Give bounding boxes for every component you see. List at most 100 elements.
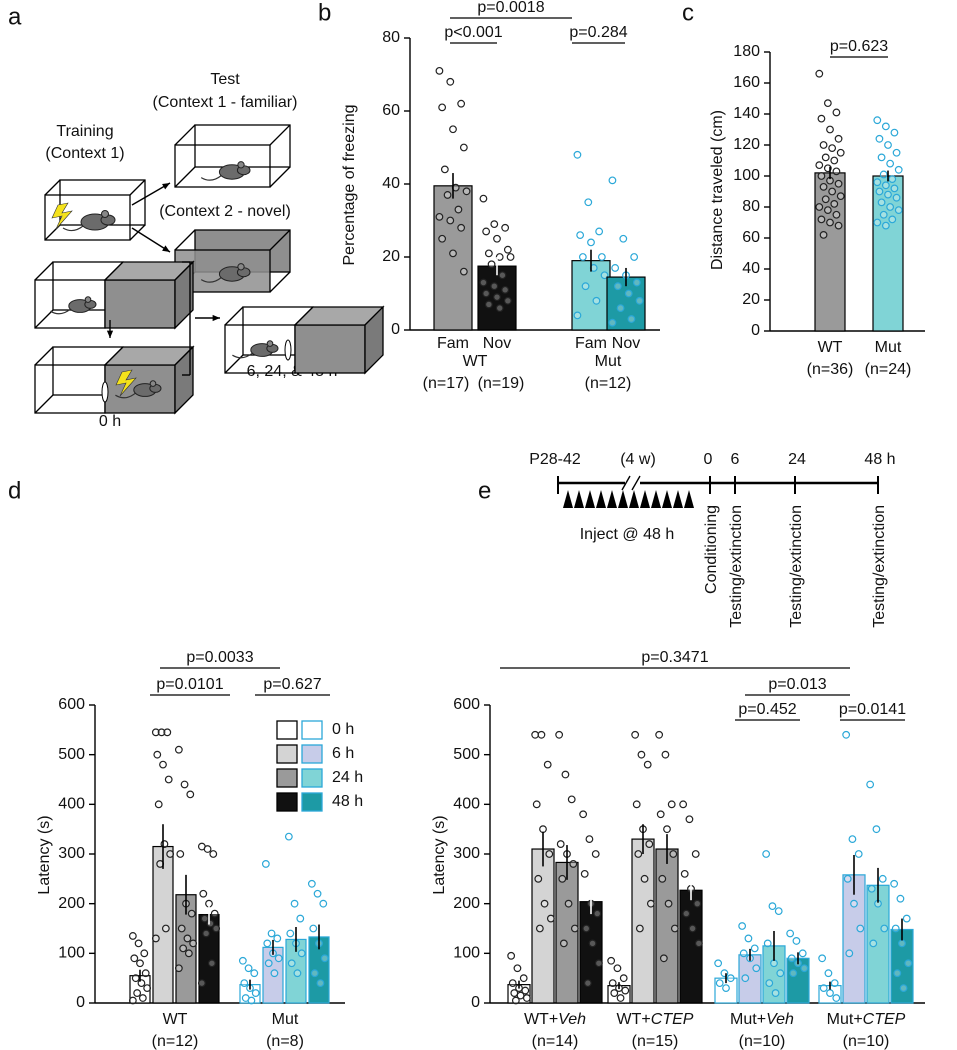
data-point [438, 103, 447, 112]
data-point [664, 899, 673, 908]
n-label: (n=15) [632, 1033, 679, 1050]
data-point [879, 170, 888, 179]
data-point [498, 271, 507, 280]
timeline-break [621, 475, 631, 491]
data-point [613, 282, 622, 291]
data-point [449, 249, 457, 258]
p-value: p=0.013 [768, 676, 826, 693]
data-point [250, 969, 259, 978]
data-point [826, 989, 834, 997]
data-point [663, 825, 671, 834]
chamber-edge [269, 124, 291, 146]
legend-label: 48 h [332, 793, 363, 810]
chamber [364, 305, 384, 375]
chamber [194, 124, 291, 168]
data-point [174, 745, 183, 754]
y-tick-label: 40 [382, 175, 400, 192]
data-point [834, 221, 843, 230]
p-value: p=0.284 [569, 24, 627, 41]
data-point [151, 934, 160, 943]
data-point [819, 141, 828, 149]
n-label: (n=12) [585, 375, 632, 392]
data-point [163, 728, 172, 737]
data-point [519, 974, 528, 983]
n-label: (n=8) [266, 1033, 304, 1050]
data-point [627, 315, 636, 323]
data-point [154, 800, 163, 809]
n-label: (n=12) [152, 1033, 199, 1050]
data-point [842, 730, 851, 739]
legend-swatch [301, 768, 323, 788]
data-point [836, 192, 845, 201]
data-point [545, 850, 554, 858]
data-point [177, 924, 186, 933]
data-point [830, 199, 839, 208]
y-tick-label: 20 [382, 248, 400, 265]
data-point [762, 850, 771, 858]
data-point [904, 959, 913, 968]
diagram-text: (Context 2 - novel) [159, 203, 291, 220]
data-point [183, 934, 192, 943]
arrow-head [212, 314, 220, 322]
shock [51, 202, 73, 230]
data-point [630, 253, 639, 261]
data-point [632, 278, 641, 287]
data-point [789, 969, 798, 978]
data-point [174, 964, 183, 973]
data-point [310, 969, 319, 978]
y-tick-label: 60 [742, 229, 760, 246]
data-point [200, 914, 209, 923]
data-point [611, 264, 620, 272]
data-point [770, 959, 778, 968]
data-point [817, 172, 826, 180]
data-point [535, 924, 544, 933]
data-point [768, 902, 777, 911]
data-point [817, 114, 826, 123]
mouse-tail [50, 308, 71, 315]
data-point [884, 141, 892, 149]
y-tick-label: 80 [742, 198, 760, 215]
chamber-edge [34, 261, 54, 281]
injection-marker [618, 490, 628, 508]
y-tick-label: 80 [382, 29, 400, 46]
data-point [567, 795, 576, 804]
data-point [637, 750, 646, 759]
data-point [440, 165, 449, 174]
data-point [873, 218, 882, 227]
data-point [251, 989, 260, 997]
y-axis-label: Latency (s) [36, 815, 53, 894]
data-point [501, 223, 510, 232]
data-point [484, 300, 493, 309]
data-point [153, 750, 162, 759]
data-point [817, 215, 826, 224]
chamber [174, 345, 194, 415]
data-point [539, 825, 547, 834]
data-point [203, 845, 212, 853]
data-point [454, 205, 463, 214]
data-point [438, 234, 447, 243]
data-point [597, 253, 606, 261]
data-point [878, 874, 887, 883]
chamber [174, 144, 271, 188]
data-point [313, 889, 322, 898]
data-point [691, 850, 700, 858]
x-tick-label: Nov [612, 335, 640, 352]
legend-label: 24 h [332, 769, 363, 786]
data-point [616, 304, 625, 313]
data-point [564, 899, 573, 908]
data-point [593, 909, 602, 918]
legend-label: 0 h [332, 721, 354, 738]
x-tick-label: Mut [272, 1011, 299, 1028]
data-point [513, 964, 522, 973]
data-point [151, 728, 160, 737]
data-point [164, 775, 173, 784]
data-point [490, 220, 499, 229]
legend-swatch [301, 792, 323, 812]
data-point [877, 153, 886, 162]
x-tick-label: Mut+Veh [730, 1011, 794, 1028]
data-point [130, 954, 139, 963]
data-point [888, 175, 897, 184]
data-point [869, 939, 878, 948]
chamber-edge [129, 179, 146, 196]
data-point [555, 730, 564, 739]
